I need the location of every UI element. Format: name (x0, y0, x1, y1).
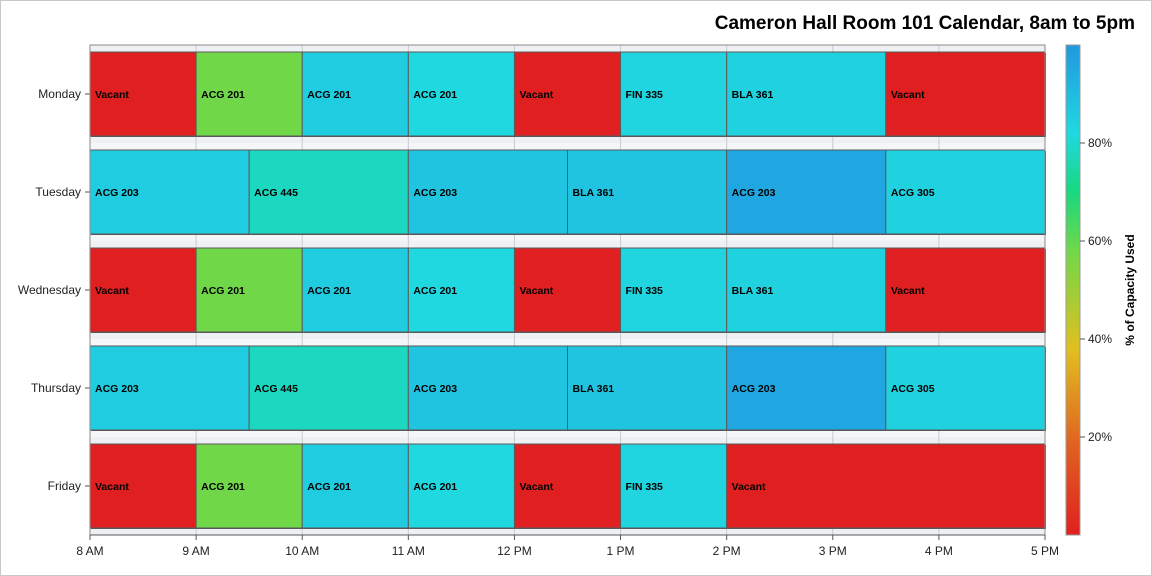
y-tick-label: Wednesday (18, 283, 81, 297)
colorbar-tick-label: 40% (1088, 332, 1112, 346)
schedule-block (567, 345, 728, 431)
schedule-block-label: Vacant (95, 481, 129, 493)
schedule-block-label: ACG 201 (413, 285, 457, 297)
schedule-block (620, 443, 728, 529)
schedule-block-label: ACG 445 (254, 383, 298, 395)
x-tick-label: 5 PM (1031, 544, 1059, 558)
schedule-block (620, 51, 728, 137)
schedule-block (567, 149, 728, 235)
colorbar-scale (1065, 44, 1081, 536)
y-tick-label: Tuesday (35, 185, 81, 199)
schedule-block (89, 149, 250, 235)
colorbar-tick-label: 60% (1088, 234, 1112, 248)
schedule-block-label: Vacant (519, 285, 553, 297)
schedule-block (248, 149, 409, 235)
x-tick-label: 10 AM (285, 544, 319, 558)
schedule-block (407, 51, 515, 137)
schedule-block (407, 443, 515, 529)
schedule-block (195, 247, 303, 333)
schedule-block-label: FIN 335 (626, 89, 664, 101)
x-tick-label: 4 PM (925, 544, 953, 558)
schedule-block (885, 149, 1046, 235)
schedule-block-label: ACG 203 (732, 187, 776, 199)
schedule-block-label: ACG 203 (732, 383, 776, 395)
schedule-block-label: ACG 203 (413, 187, 457, 199)
schedule-block (301, 51, 409, 137)
schedule-block (195, 51, 303, 137)
schedule-block-label: ACG 201 (307, 285, 351, 297)
schedule-block (620, 247, 728, 333)
colorbar-tick-label: 20% (1088, 430, 1112, 444)
schedule-block-label: ACG 201 (201, 89, 245, 101)
schedule-block (301, 247, 409, 333)
y-tick-label: Monday (38, 87, 81, 101)
schedule-block-label: Vacant (519, 89, 553, 101)
schedule-block (726, 443, 1046, 529)
schedule-block (248, 345, 409, 431)
schedule-block-label: ACG 305 (891, 383, 935, 395)
colorbar: 20% 40% 60% 80% % of Capacity Used (1065, 44, 1137, 536)
x-tick-label: 3 PM (819, 544, 847, 558)
schedule-block-label: Vacant (732, 481, 766, 493)
schedule-block-label: ACG 445 (254, 187, 298, 199)
schedule-block (301, 443, 409, 529)
schedule-block-label: BLA 361 (573, 383, 615, 395)
x-tick-label: 2 PM (713, 544, 741, 558)
colorbar-label: % of Capacity Used (1123, 234, 1137, 345)
schedule-block-label: ACG 203 (413, 383, 457, 395)
schedule-block (89, 345, 250, 431)
schedule-block (726, 51, 887, 137)
schedule-block (407, 149, 569, 235)
schedule-block-label: Vacant (891, 89, 925, 101)
schedule-block-label: Vacant (519, 481, 553, 493)
schedule-block-label: ACG 201 (201, 285, 245, 297)
schedule-block-label: ACG 203 (95, 187, 139, 199)
x-tick-label: 9 AM (182, 544, 209, 558)
x-tick-label: 8 AM (76, 544, 103, 558)
schedule-block (885, 345, 1046, 431)
x-tick-label: 1 PM (607, 544, 635, 558)
chart-title: Cameron Hall Room 101 Calendar, 8am to 5… (714, 13, 1135, 34)
schedule-block-label: ACG 305 (891, 187, 935, 199)
schedule-block-label: BLA 361 (573, 187, 615, 199)
schedule-block-label: ACG 201 (413, 481, 457, 493)
schedule-block-label: ACG 201 (307, 89, 351, 101)
plot-area: Vacant ACG 201 ACG 201 ACG 201 Vacant FIN 335… (18, 44, 1059, 558)
schedule-block-label: Vacant (95, 89, 129, 101)
schedule-block-label: ACG 201 (413, 89, 457, 101)
schedule-block-label: BLA 361 (732, 285, 774, 297)
schedule-block (885, 247, 1046, 333)
schedule-block-label: ACG 201 (307, 481, 351, 493)
schedule-block-label: Vacant (891, 285, 925, 297)
schedule-block-label: FIN 335 (626, 285, 664, 297)
x-tick-label: 12 PM (497, 544, 532, 558)
schedule-block-label: Vacant (95, 285, 129, 297)
schedule-block (195, 443, 303, 529)
colorbar-tick-label: 80% (1088, 136, 1112, 150)
x-tick-label: 11 AM (392, 544, 425, 558)
schedule-block (513, 247, 622, 333)
schedule-block (885, 51, 1046, 137)
schedule-block (407, 345, 569, 431)
schedule-block (407, 247, 515, 333)
schedule-block-label: BLA 361 (732, 89, 774, 101)
schedule-block (726, 345, 887, 431)
schedule-block (726, 149, 887, 235)
schedule-block-label: ACG 203 (95, 383, 139, 395)
schedule-block-label: FIN 335 (626, 481, 664, 493)
y-tick-label: Friday (48, 479, 81, 493)
y-tick-label: Thursday (31, 381, 81, 395)
schedule-block-label: ACG 201 (201, 481, 245, 493)
